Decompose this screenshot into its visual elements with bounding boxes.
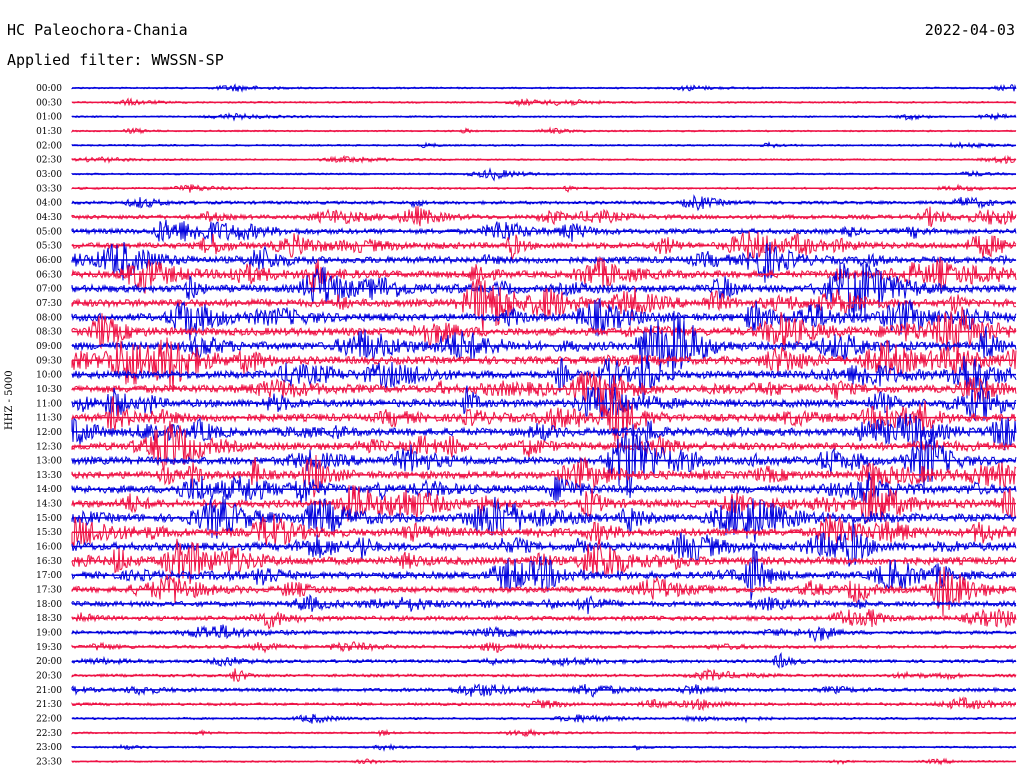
time-tick-label: 14:00 [36,485,62,495]
trace-line [71,371,1017,411]
time-tick-label: 08:30 [36,328,62,338]
time-tick-label: 18:00 [36,600,62,610]
trace-line [71,386,1017,451]
time-tick-label: 10:30 [36,385,62,395]
time-tick-label: 23:00 [36,743,62,753]
date-label: 2022-04-03 [924,21,1015,39]
filter-label: Applied filter: WWSSN-SP [7,51,224,69]
time-tick-label: 18:30 [36,614,62,624]
trace-line [71,593,1017,615]
time-tick-label: 08:00 [36,313,62,323]
time-tick-label: 09:00 [36,342,62,352]
time-tick-label: 21:30 [36,700,62,710]
time-tick-label: 19:00 [36,629,62,639]
trace-line [71,297,1017,341]
time-tick-label: 04:00 [36,199,62,209]
time-tick-label: 16:00 [36,543,62,553]
time-tick-label: 15:00 [36,514,62,524]
time-tick-label: 03:30 [36,184,62,194]
time-tick-label: 07:00 [36,285,62,295]
time-tick-label: 01:30 [36,127,62,137]
trace-line [71,337,1017,392]
time-tick-label: 23:30 [36,758,62,768]
time-tick-label: 13:00 [36,457,62,467]
trace-line [71,472,1017,505]
time-tick-label: 06:30 [36,270,62,280]
time-tick-label: 14:30 [36,500,62,510]
time-tick-label: 09:30 [36,356,62,366]
time-tick-label: 01:00 [36,113,62,123]
time-tick-label: 04:30 [36,213,62,223]
trace-line [71,241,1017,283]
time-tick-label: 05:00 [36,227,62,237]
time-tick-label: 10:00 [36,371,62,381]
time-tick-label: 17:30 [36,586,62,596]
time-tick-label: 00:30 [36,98,62,108]
time-tick-label: 22:30 [36,729,62,739]
time-tick-label: 07:30 [36,299,62,309]
time-tick-label: 17:00 [36,571,62,581]
time-tick-label: 03:00 [36,170,62,180]
time-tick-label: 05:30 [36,242,62,252]
time-tick-label: 12:00 [36,428,62,438]
time-tick-label: 22:00 [36,715,62,725]
station-title: HC Paleochora-Chania [7,21,188,39]
time-tick-label: 02:30 [36,156,62,166]
time-tick-label: 06:00 [36,256,62,266]
time-tick-label: 00:00 [36,84,62,94]
trace-line [71,520,1017,567]
time-tick-label: 12:30 [36,442,62,452]
time-tick-label: 20:30 [36,672,62,682]
time-tick-label: 19:30 [36,643,62,653]
time-tick-label: 11:30 [36,414,62,424]
time-tick-label: 02:00 [36,141,62,151]
time-tick-label: 11:00 [36,399,62,409]
time-tick-label: 16:30 [36,557,62,567]
time-tick-label: 21:00 [36,686,62,696]
trace-line [71,256,1017,294]
time-tick-label: 13:30 [36,471,62,481]
time-tick-label: 15:30 [36,528,62,538]
time-tick-label: 20:00 [36,657,62,667]
trace-line [71,546,1017,601]
trace-line [71,566,1017,617]
